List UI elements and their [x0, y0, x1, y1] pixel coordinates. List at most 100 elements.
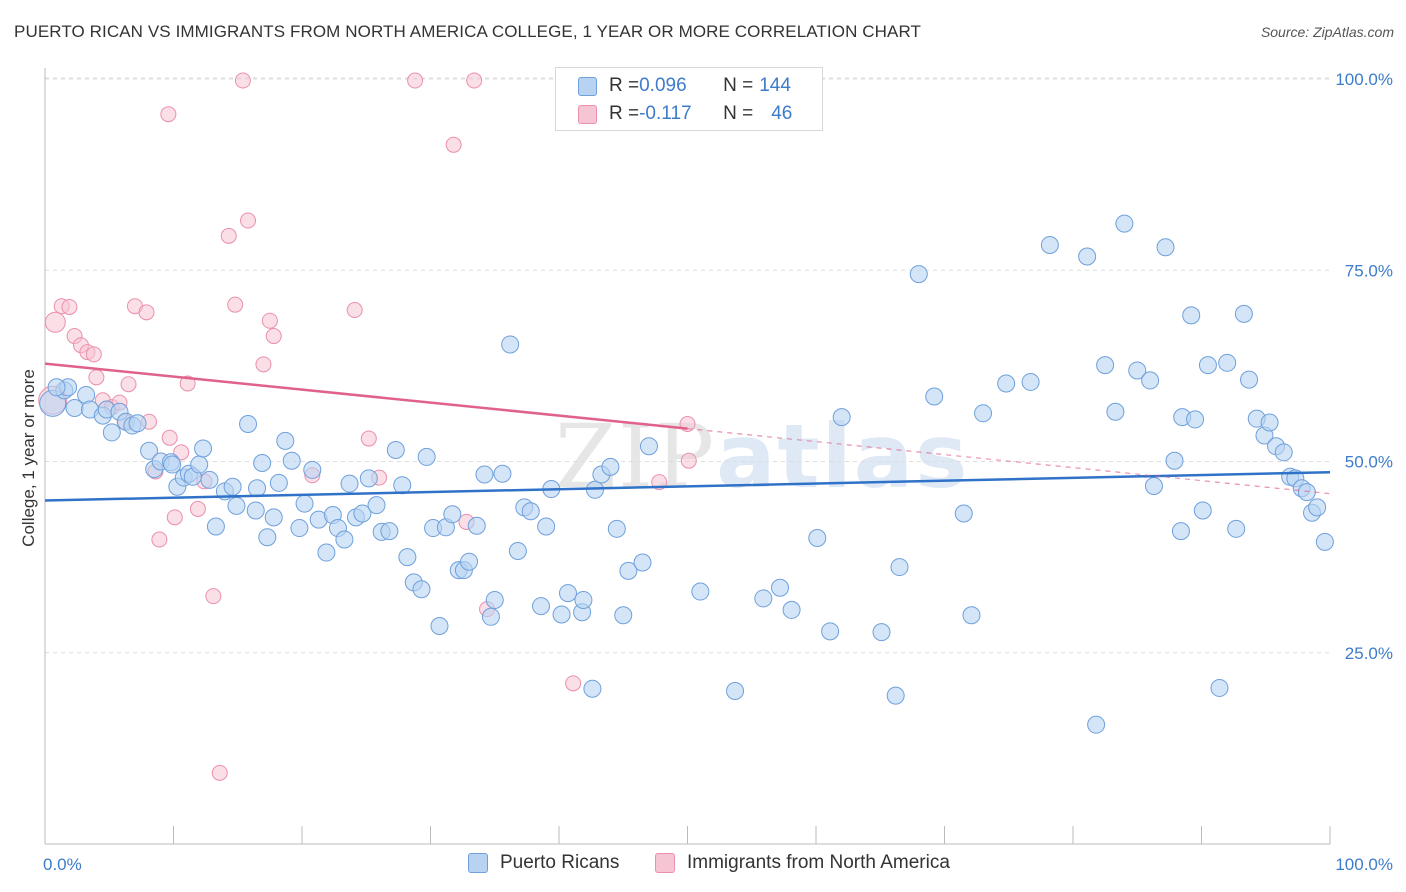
point-puerto-ricans: [782, 600, 801, 619]
point-puerto-ricans: [872, 623, 891, 642]
point-immigrants: [88, 369, 105, 386]
point-puerto-ricans: [340, 474, 359, 493]
point-immigrants: [261, 312, 278, 329]
point-puerto-ricans: [276, 431, 295, 450]
legend-r-value: -0.117: [639, 103, 692, 124]
point-puerto-ricans: [417, 447, 436, 466]
point-puerto-ricans: [583, 679, 602, 698]
legend-n-value: 46: [771, 103, 793, 124]
point-puerto-ricans: [1087, 715, 1106, 734]
point-puerto-ricans: [200, 470, 219, 489]
point-puerto-ricans: [386, 441, 405, 460]
point-puerto-ricans: [430, 616, 449, 635]
point-puerto-ricans: [607, 519, 626, 538]
point-immigrants: [265, 328, 282, 345]
point-puerto-ricans: [1240, 370, 1259, 389]
point-puerto-ricans: [194, 439, 213, 458]
point-puerto-ricans: [832, 408, 851, 427]
point-immigrants: [179, 375, 196, 392]
point-puerto-ricans: [359, 469, 378, 488]
point-puerto-ricans: [574, 590, 593, 609]
point-puerto-ricans: [443, 505, 462, 524]
point-puerto-ricans: [585, 480, 604, 499]
point-puerto-ricans: [1182, 306, 1201, 325]
legend-row-immigrants: R = -0.117 N = 46: [578, 101, 792, 127]
legend-r-label: R =: [609, 75, 640, 96]
point-puerto-ricans: [467, 516, 486, 535]
point-puerto-ricans: [954, 504, 973, 523]
point-puerto-ricans: [997, 374, 1016, 393]
point-puerto-ricans: [619, 561, 638, 580]
point-puerto-ricans: [227, 496, 246, 515]
point-puerto-ricans: [1128, 361, 1147, 380]
point-immigrants: [205, 588, 222, 605]
point-puerto-ricans: [754, 589, 773, 608]
point-immigrants: [255, 356, 272, 373]
chart-title: PUERTO RICAN VS IMMIGRANTS FROM NORTH AM…: [14, 22, 922, 41]
point-puerto-ricans: [601, 457, 620, 476]
legend-label-immigrants: Immigrants from North America: [687, 852, 950, 873]
point-puerto-ricans: [537, 517, 556, 536]
point-immigrants: [138, 304, 155, 321]
point-puerto-ricans: [460, 552, 479, 571]
point-puerto-ricans: [886, 686, 905, 705]
point-puerto-ricans: [508, 542, 527, 561]
point-immigrants: [445, 136, 462, 153]
point-puerto-ricans: [821, 622, 840, 641]
y-tick-label: 75.0%: [1345, 261, 1393, 280]
point-puerto-ricans: [253, 454, 272, 473]
point-puerto-ricans: [102, 423, 121, 442]
point-puerto-ricans: [1297, 483, 1316, 502]
point-puerto-ricans: [1193, 501, 1212, 520]
point-puerto-ricans: [1308, 498, 1327, 517]
point-immigrants: [407, 72, 424, 89]
legend-label-puerto-ricans: Puerto Ricans: [500, 852, 620, 873]
point-puerto-ricans: [1165, 451, 1184, 470]
point-puerto-ricans: [163, 455, 182, 474]
point-puerto-ricans: [398, 548, 417, 567]
point-puerto-ricans: [1274, 443, 1293, 462]
trend-line-immigrants: [44, 362, 688, 430]
y-axis-label: College, 1 year or more: [19, 369, 38, 547]
point-puerto-ricans: [1040, 236, 1059, 255]
trend-line-puerto-ricans: [44, 470, 1331, 502]
point-puerto-ricans: [1144, 476, 1163, 495]
point-puerto-ricans: [190, 455, 209, 474]
point-puerto-ricans: [412, 580, 431, 599]
point-puerto-ricans: [1315, 532, 1334, 551]
point-puerto-ricans: [962, 606, 981, 625]
point-puerto-ricans: [521, 502, 540, 521]
legend-n-label: N =: [723, 103, 754, 124]
point-immigrants: [173, 444, 190, 461]
point-immigrants: [160, 106, 177, 123]
point-immigrants: [220, 227, 237, 244]
point-puerto-ricans: [1141, 371, 1160, 390]
point-immigrants: [120, 376, 137, 393]
point-puerto-ricans: [481, 607, 500, 626]
point-puerto-ricans: [501, 335, 520, 354]
point-puerto-ricans: [290, 519, 309, 538]
legend-r-label: R =: [609, 103, 640, 124]
point-puerto-ricans: [269, 473, 288, 492]
x-tick-label: 100.0%: [1335, 855, 1393, 874]
point-puerto-ricans: [890, 558, 909, 577]
point-puerto-ricans: [475, 465, 494, 484]
point-puerto-ricans: [1227, 519, 1246, 538]
point-puerto-ricans: [1078, 247, 1097, 266]
point-puerto-ricans: [206, 517, 225, 536]
series-legend: Puerto Ricans Immigrants from North Amer…: [0, 852, 1406, 878]
legend-swatch-pink: [655, 853, 675, 873]
point-puerto-ricans: [239, 415, 258, 434]
point-puerto-ricans: [140, 441, 159, 460]
point-immigrants: [346, 302, 363, 319]
point-puerto-ricans: [1218, 353, 1237, 372]
legend-item-immigrants: Immigrants from North America: [655, 852, 950, 874]
legend-r-value: 0.096: [639, 75, 687, 96]
point-immigrants: [211, 764, 228, 781]
point-immigrants: [61, 298, 78, 315]
point-puerto-ricans: [1210, 678, 1229, 697]
point-puerto-ricans: [282, 451, 301, 470]
point-puerto-ricans: [558, 584, 577, 603]
point-immigrants: [240, 212, 257, 229]
point-puerto-ricans: [380, 522, 399, 541]
